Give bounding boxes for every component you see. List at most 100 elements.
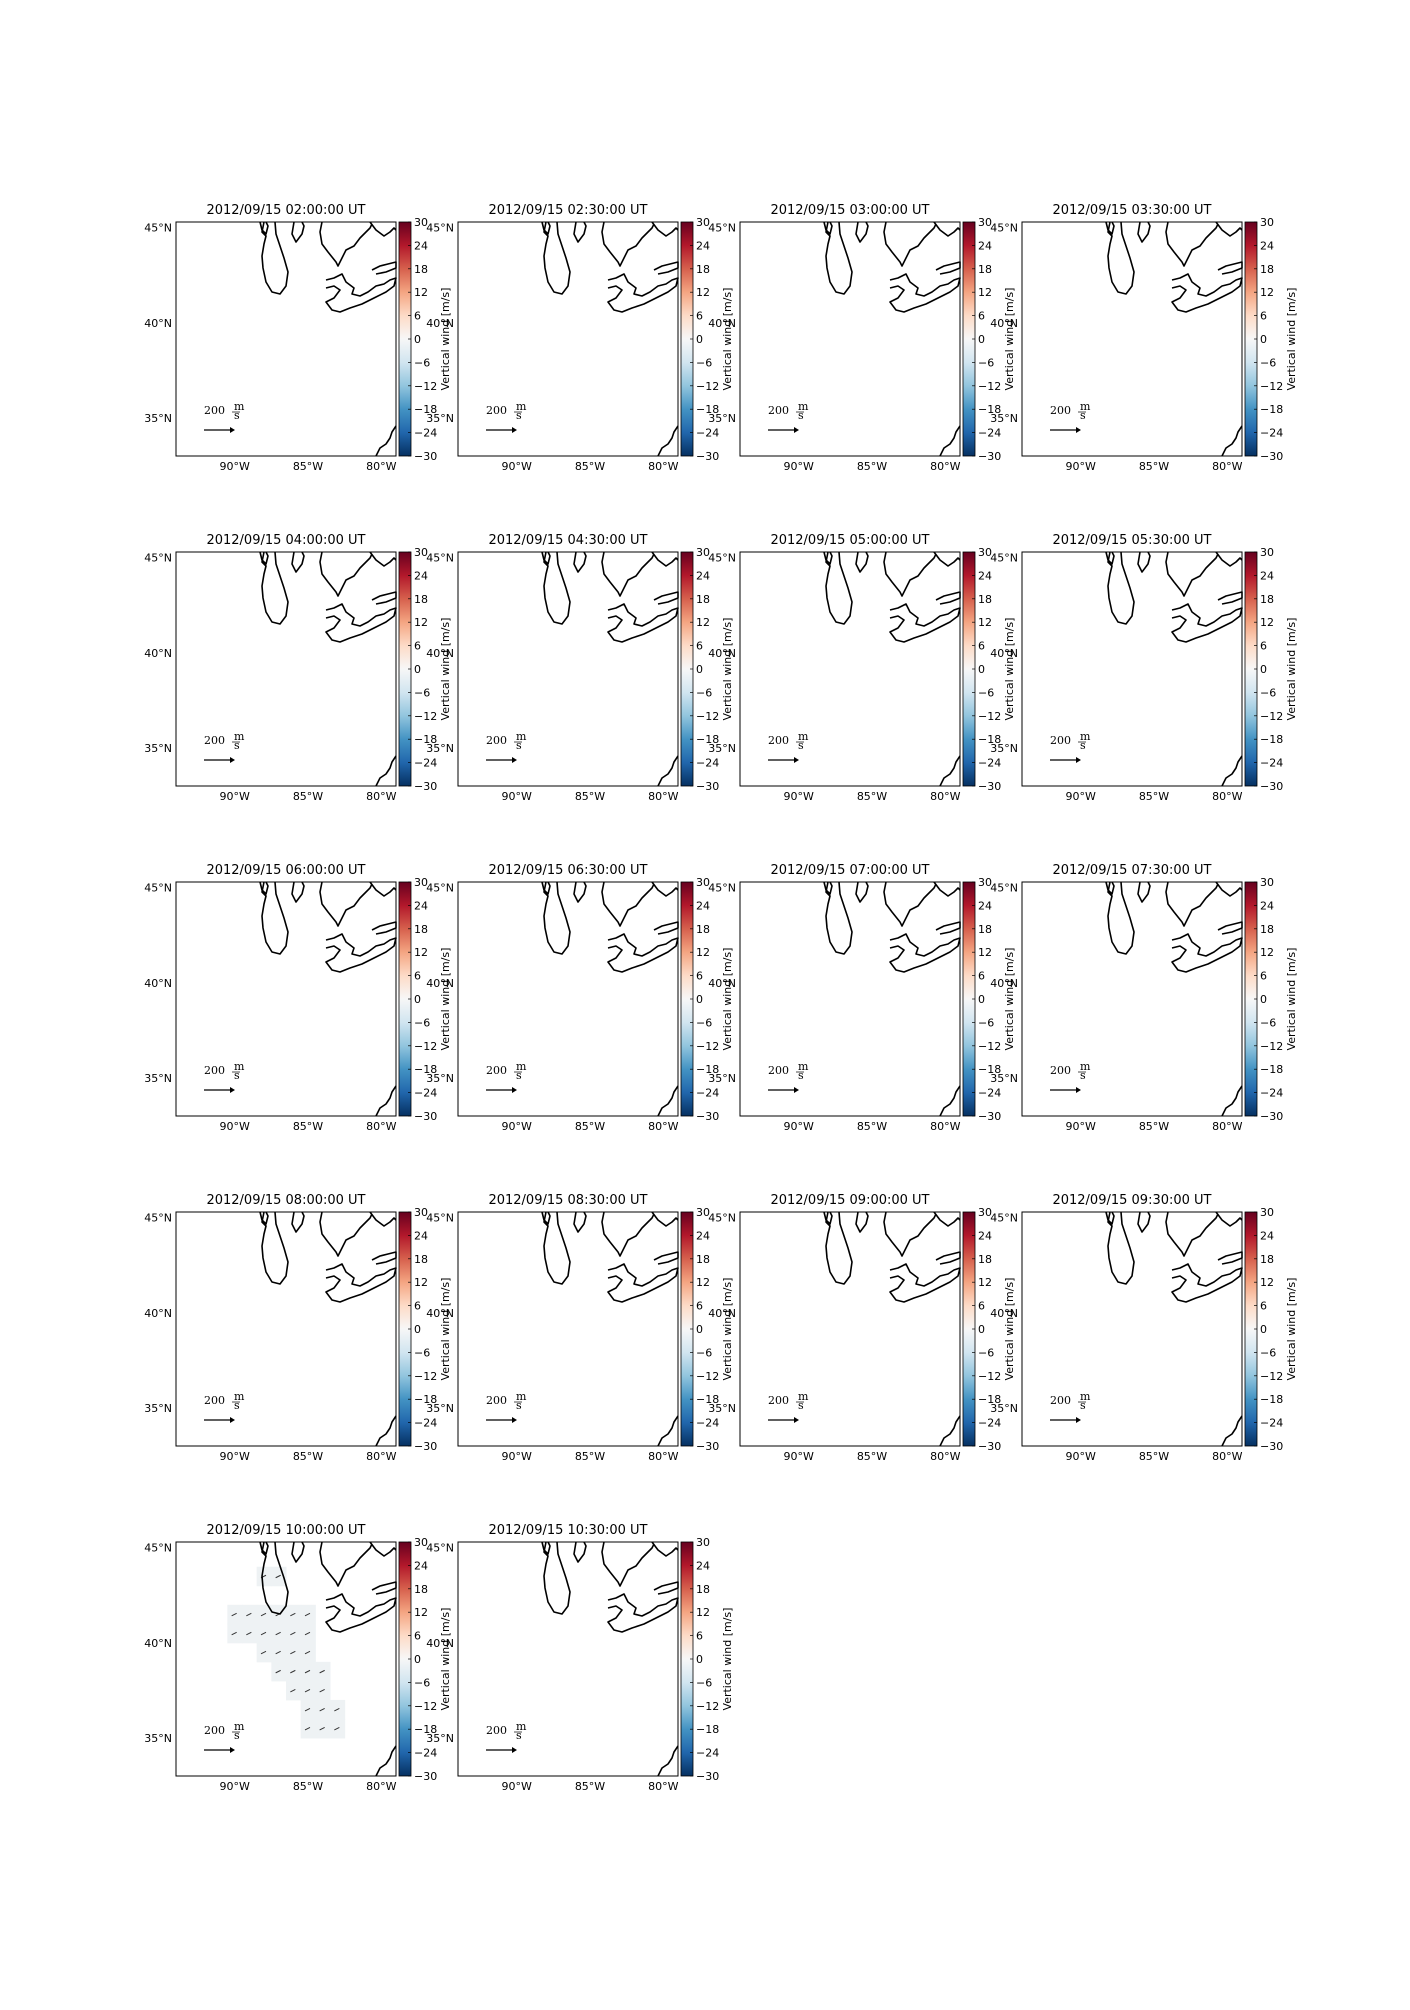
coastline [825, 881, 853, 955]
panel-title: 2012/09/15 10:00:00 UT [206, 1523, 365, 1538]
colorbar-label: Vertical wind [m/s] [439, 1608, 452, 1711]
colorbar-tick-label: 0 [978, 663, 985, 676]
quiver-key-units-den: s [234, 739, 240, 752]
panel-title: 2012/09/15 09:00:00 UT [770, 1193, 929, 1208]
coastline [261, 551, 289, 625]
coastline [543, 1211, 571, 1285]
colorbar-tick-label: −6 [1260, 356, 1276, 369]
quiver-key-units-num: m [1080, 730, 1091, 743]
coastline [369, 881, 397, 897]
colorbar-tick-label: 30 [696, 1206, 710, 1219]
map-frame [739, 1211, 961, 1447]
colorbar-tick-label: −18 [414, 1063, 437, 1076]
wind-vector [304, 1631, 311, 1636]
colorbar-tick-label: 0 [978, 333, 985, 346]
coastline [261, 221, 289, 295]
colorbar-tick-label: −30 [978, 1440, 1001, 1453]
quiver-key-arrowhead [1076, 1417, 1081, 1423]
lat-tick-label: 45°N [144, 222, 172, 235]
map-panel: 2012/09/15 08:00:00 UT 35°N 40°N 45°N 90°W 85… [144, 1193, 452, 1463]
panel-title: 2012/09/15 05:00:00 UT [770, 533, 929, 548]
colorbar-tick-label: −18 [414, 1723, 437, 1736]
colorbar-tick-label: −24 [414, 1747, 437, 1760]
panel-title: 2012/09/15 06:30:00 UT [488, 863, 647, 878]
coastlines [1105, 1211, 1243, 1447]
colorbar-tick-label: −18 [1260, 1063, 1283, 1076]
lon-tick-label: 80°W [366, 1780, 396, 1793]
quiver-key-units-den: s [798, 1069, 804, 1082]
map-panel: 2012/09/15 06:30:00 UT 35°N 40°N 45°N 90°W 85… [426, 863, 734, 1133]
lat-tick-label: 40°N [426, 647, 454, 660]
colorbar-tick-label: −6 [414, 1676, 430, 1689]
coastline [1105, 551, 1115, 565]
lon-tick-label: 85°W [1139, 1120, 1169, 1133]
lat-tick-label: 40°N [426, 1637, 454, 1650]
quiver-key-arrowhead [512, 1747, 517, 1753]
coastline [573, 1211, 587, 1233]
coastline [1137, 881, 1151, 903]
colorbar-tick-label: −12 [978, 710, 1001, 723]
coastline [601, 1211, 655, 1257]
colorbar-label: Vertical wind [m/s] [1003, 1278, 1016, 1381]
coastline [1137, 1211, 1151, 1233]
coastline [825, 221, 853, 295]
colorbar-tick-label: −24 [1260, 427, 1283, 440]
coastlines [259, 221, 397, 457]
colorbar-tick-label: −30 [1260, 450, 1283, 463]
lon-tick-label: 80°W [366, 1120, 396, 1133]
panel-title: 2012/09/15 07:00:00 UT [770, 863, 929, 878]
colorbar-tick-label: 24 [414, 899, 428, 912]
colorbar-tick-label: 0 [978, 1323, 985, 1336]
map-frame [739, 881, 961, 1117]
lat-tick-label: 35°N [708, 742, 736, 755]
coastline [889, 933, 961, 973]
coastline [1107, 551, 1135, 625]
colorbar-tick-label: −24 [1260, 757, 1283, 770]
coastline [291, 551, 305, 573]
quiver-key-units-den: s [798, 1399, 804, 1412]
lat-tick-label: 45°N [426, 222, 454, 235]
coastlines [541, 221, 679, 457]
colorbar-tick-label: −12 [1260, 1370, 1283, 1383]
lat-tick-label: 40°N [144, 1637, 172, 1650]
colorbar-tick-label: 0 [1260, 993, 1267, 1006]
colorbar-tick-label: 6 [696, 1630, 703, 1643]
lat-tick-label: 40°N [990, 1307, 1018, 1320]
coastline [825, 1211, 853, 1285]
colorbar-tick-label: −6 [696, 1346, 712, 1359]
quiver-key-value: 200 [1050, 1394, 1071, 1407]
colorbar-tick-label: −18 [978, 403, 1001, 416]
coastline [939, 1415, 961, 1447]
map-frame [1021, 881, 1243, 1117]
lat-tick-label: 35°N [708, 1402, 736, 1415]
quiver-key-arrowhead [1076, 757, 1081, 763]
colorbar-tick-label: 18 [1260, 263, 1274, 276]
quiver-key-units-num: m [234, 730, 245, 743]
colorbar-tick-label: −24 [1260, 1087, 1283, 1100]
lat-tick-label: 40°N [708, 317, 736, 330]
wind-vector [290, 1688, 296, 1693]
colorbar-tick-label: 12 [696, 1276, 710, 1289]
coastline [939, 1085, 961, 1117]
lon-tick-label: 80°W [648, 1120, 678, 1133]
lon-tick-label: 85°W [1139, 1450, 1169, 1463]
coastline [291, 1211, 305, 1233]
wind-vector [275, 1574, 281, 1579]
colorbar-label: Vertical wind [m/s] [1003, 288, 1016, 391]
wind-vector [334, 1726, 340, 1731]
wind-vector [275, 1631, 281, 1636]
colorbar-tick-label: 24 [414, 569, 428, 582]
quiver-key-units-den: s [798, 409, 804, 422]
colorbar-tick-label: −24 [696, 757, 719, 770]
lat-tick-label: 35°N [144, 1072, 172, 1085]
colorbar-tick-label: −30 [1260, 780, 1283, 793]
colorbar-tick-label: −6 [414, 356, 430, 369]
coastline [933, 881, 961, 897]
coastline [543, 1541, 571, 1615]
coastline [369, 551, 397, 567]
colorbar-tick-label: −6 [1260, 1016, 1276, 1029]
colorbar-tick-label: 0 [1260, 333, 1267, 346]
coastline [1107, 881, 1135, 955]
lat-tick-label: 45°N [144, 1212, 172, 1225]
